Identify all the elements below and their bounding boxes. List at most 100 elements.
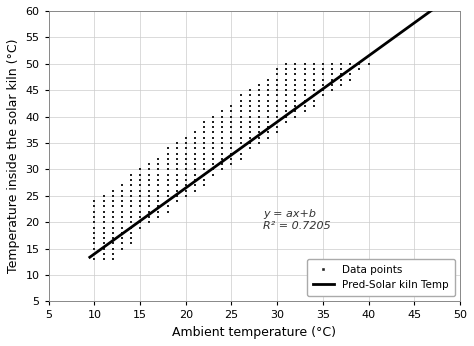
Point: [173, 151, 181, 156]
Point: [292, 93, 299, 98]
Point: [118, 188, 126, 193]
Point: [310, 88, 318, 93]
Point: [137, 214, 144, 220]
Point: [319, 66, 327, 72]
Point: [264, 130, 272, 135]
Point: [146, 188, 153, 193]
Point: [146, 161, 153, 167]
Point: [100, 198, 107, 204]
Point: [118, 230, 126, 236]
Point: [356, 61, 363, 66]
Point: [228, 103, 235, 109]
Point: [237, 135, 245, 140]
Point: [109, 204, 117, 209]
Point: [273, 66, 281, 72]
Point: [137, 225, 144, 230]
Point: [237, 146, 245, 151]
Point: [246, 103, 254, 109]
Point: [264, 103, 272, 109]
Point: [310, 93, 318, 98]
Point: [118, 204, 126, 209]
Point: [346, 61, 354, 66]
Point: [219, 151, 226, 156]
Point: [255, 109, 263, 114]
Point: [191, 172, 199, 177]
Point: [100, 256, 107, 262]
Point: [109, 193, 117, 199]
Point: [273, 98, 281, 103]
Point: [191, 140, 199, 146]
Point: [109, 235, 117, 241]
Point: [91, 198, 98, 204]
Point: [191, 161, 199, 167]
Point: [255, 135, 263, 140]
Point: [118, 182, 126, 188]
Point: [146, 193, 153, 199]
Point: [237, 140, 245, 146]
Point: [164, 172, 171, 177]
Point: [246, 114, 254, 119]
Point: [100, 230, 107, 236]
Point: [100, 246, 107, 252]
Point: [173, 156, 181, 162]
Point: [146, 219, 153, 225]
Legend: Data points, Pred-Solar kiln Temp: Data points, Pred-Solar kiln Temp: [307, 258, 455, 296]
Point: [310, 82, 318, 88]
Point: [310, 98, 318, 103]
Point: [310, 66, 318, 72]
Point: [264, 125, 272, 130]
Point: [292, 103, 299, 109]
Point: [219, 167, 226, 172]
Point: [100, 225, 107, 230]
Point: [137, 209, 144, 215]
Point: [201, 130, 208, 135]
Point: [292, 114, 299, 119]
Point: [182, 177, 190, 183]
Point: [173, 161, 181, 167]
Point: [137, 167, 144, 172]
Point: [219, 125, 226, 130]
Point: [155, 198, 162, 204]
Point: [319, 93, 327, 98]
Point: [201, 125, 208, 130]
Point: [164, 188, 171, 193]
Point: [191, 177, 199, 183]
Point: [201, 146, 208, 151]
Point: [283, 98, 290, 103]
Point: [264, 119, 272, 125]
Point: [109, 256, 117, 262]
Point: [246, 88, 254, 93]
Point: [255, 119, 263, 125]
Point: [191, 188, 199, 193]
Point: [301, 98, 309, 103]
Point: [283, 77, 290, 82]
Point: [164, 146, 171, 151]
Point: [137, 182, 144, 188]
Point: [118, 246, 126, 252]
Point: [201, 177, 208, 183]
Point: [292, 77, 299, 82]
Point: [328, 82, 336, 88]
Point: [246, 140, 254, 146]
Point: [109, 219, 117, 225]
Point: [328, 66, 336, 72]
Point: [164, 151, 171, 156]
Point: [201, 140, 208, 146]
Point: [91, 219, 98, 225]
Point: [91, 230, 98, 236]
Point: [219, 135, 226, 140]
Point: [337, 77, 345, 82]
Point: [319, 77, 327, 82]
Point: [137, 172, 144, 177]
Point: [137, 204, 144, 209]
Point: [127, 198, 135, 204]
Point: [100, 204, 107, 209]
Point: [146, 167, 153, 172]
Point: [246, 146, 254, 151]
Point: [283, 119, 290, 125]
Point: [237, 156, 245, 162]
Point: [91, 225, 98, 230]
Point: [301, 93, 309, 98]
Point: [310, 77, 318, 82]
Point: [337, 61, 345, 66]
